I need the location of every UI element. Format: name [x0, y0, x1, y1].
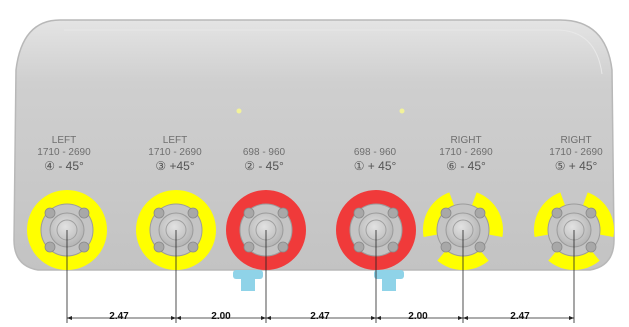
port-band: 698 - 960 [242, 147, 286, 158]
housing-inner-edge [64, 29, 603, 75]
bolt [153, 207, 165, 219]
bolt [474, 207, 486, 219]
dimension-arrow [266, 316, 271, 320]
port-label-2: 698 - 960 ② - 45° [219, 147, 309, 174]
bolt [440, 207, 452, 219]
dimension-label: 2.00 [211, 311, 231, 322]
dimension-lines [66, 230, 575, 323]
bolt [551, 207, 563, 219]
port-polarization: ① + 45° [353, 159, 397, 173]
dimension-label: 2.47 [109, 311, 129, 322]
led-indicator [399, 108, 405, 114]
dimension-arrow [261, 316, 266, 320]
bolt [187, 241, 199, 253]
bolt [277, 207, 289, 219]
led-indicator [236, 108, 242, 114]
bolt [551, 241, 563, 253]
bolt [44, 207, 56, 219]
port-label-6: RIGHT 1710 - 2690 ⑥ - 45° [421, 135, 511, 174]
dimension-arrow [67, 316, 72, 320]
bolt [243, 241, 255, 253]
port-side: LEFT [51, 135, 77, 146]
bolt [585, 207, 597, 219]
port-side: RIGHT [450, 135, 482, 146]
bolt [353, 241, 365, 253]
dimension-label: 2.47 [510, 311, 530, 322]
dimension-arrow [371, 316, 376, 320]
dimension-arrow [376, 316, 381, 320]
port-side: RIGHT [560, 135, 592, 146]
bolt [387, 241, 399, 253]
port-label-5: RIGHT 1710 - 2690 ⑤ + 45° [531, 135, 621, 174]
dimension-label: 2.47 [310, 311, 330, 322]
bolt [277, 241, 289, 253]
bolt [440, 241, 452, 253]
port-label-1: 698 - 960 ① + 45° [330, 147, 420, 174]
port-label-3: LEFT 1710 - 2690 ③ +45° [130, 135, 220, 174]
port-polarization: ⑤ + 45° [554, 159, 598, 173]
bolt [153, 241, 165, 253]
dimension-arrow [458, 316, 463, 320]
bolt [44, 241, 56, 253]
port-polarization: ② - 45° [244, 159, 284, 173]
port-band: 698 - 960 [353, 147, 397, 158]
bolt [387, 207, 399, 219]
bolt [187, 207, 199, 219]
cable-fitting [233, 270, 263, 291]
port-band: 1710 - 2690 [549, 147, 603, 158]
port-polarization: ③ +45° [155, 159, 195, 173]
cable-fitting [374, 270, 404, 291]
port-polarization: ④ - 45° [44, 159, 84, 173]
port-side: LEFT [162, 135, 188, 146]
port-polarization: ⑥ - 45° [446, 159, 486, 173]
dimension-label: 2.00 [408, 311, 428, 322]
dimension-arrow [176, 316, 181, 320]
bolt [78, 241, 90, 253]
port-band: 1710 - 2690 [37, 147, 91, 158]
bolt [243, 207, 255, 219]
dimension-arrow [171, 316, 176, 320]
bolt [474, 241, 486, 253]
dimension-arrow [569, 316, 574, 320]
bolt [353, 207, 365, 219]
bolt [585, 241, 597, 253]
port-band: 1710 - 2690 [148, 147, 202, 158]
dimension-arrow [463, 316, 468, 320]
port-label-4: LEFT 1710 - 2690 ④ - 45° [19, 135, 109, 174]
bolt [78, 207, 90, 219]
port-band: 1710 - 2690 [439, 147, 493, 158]
